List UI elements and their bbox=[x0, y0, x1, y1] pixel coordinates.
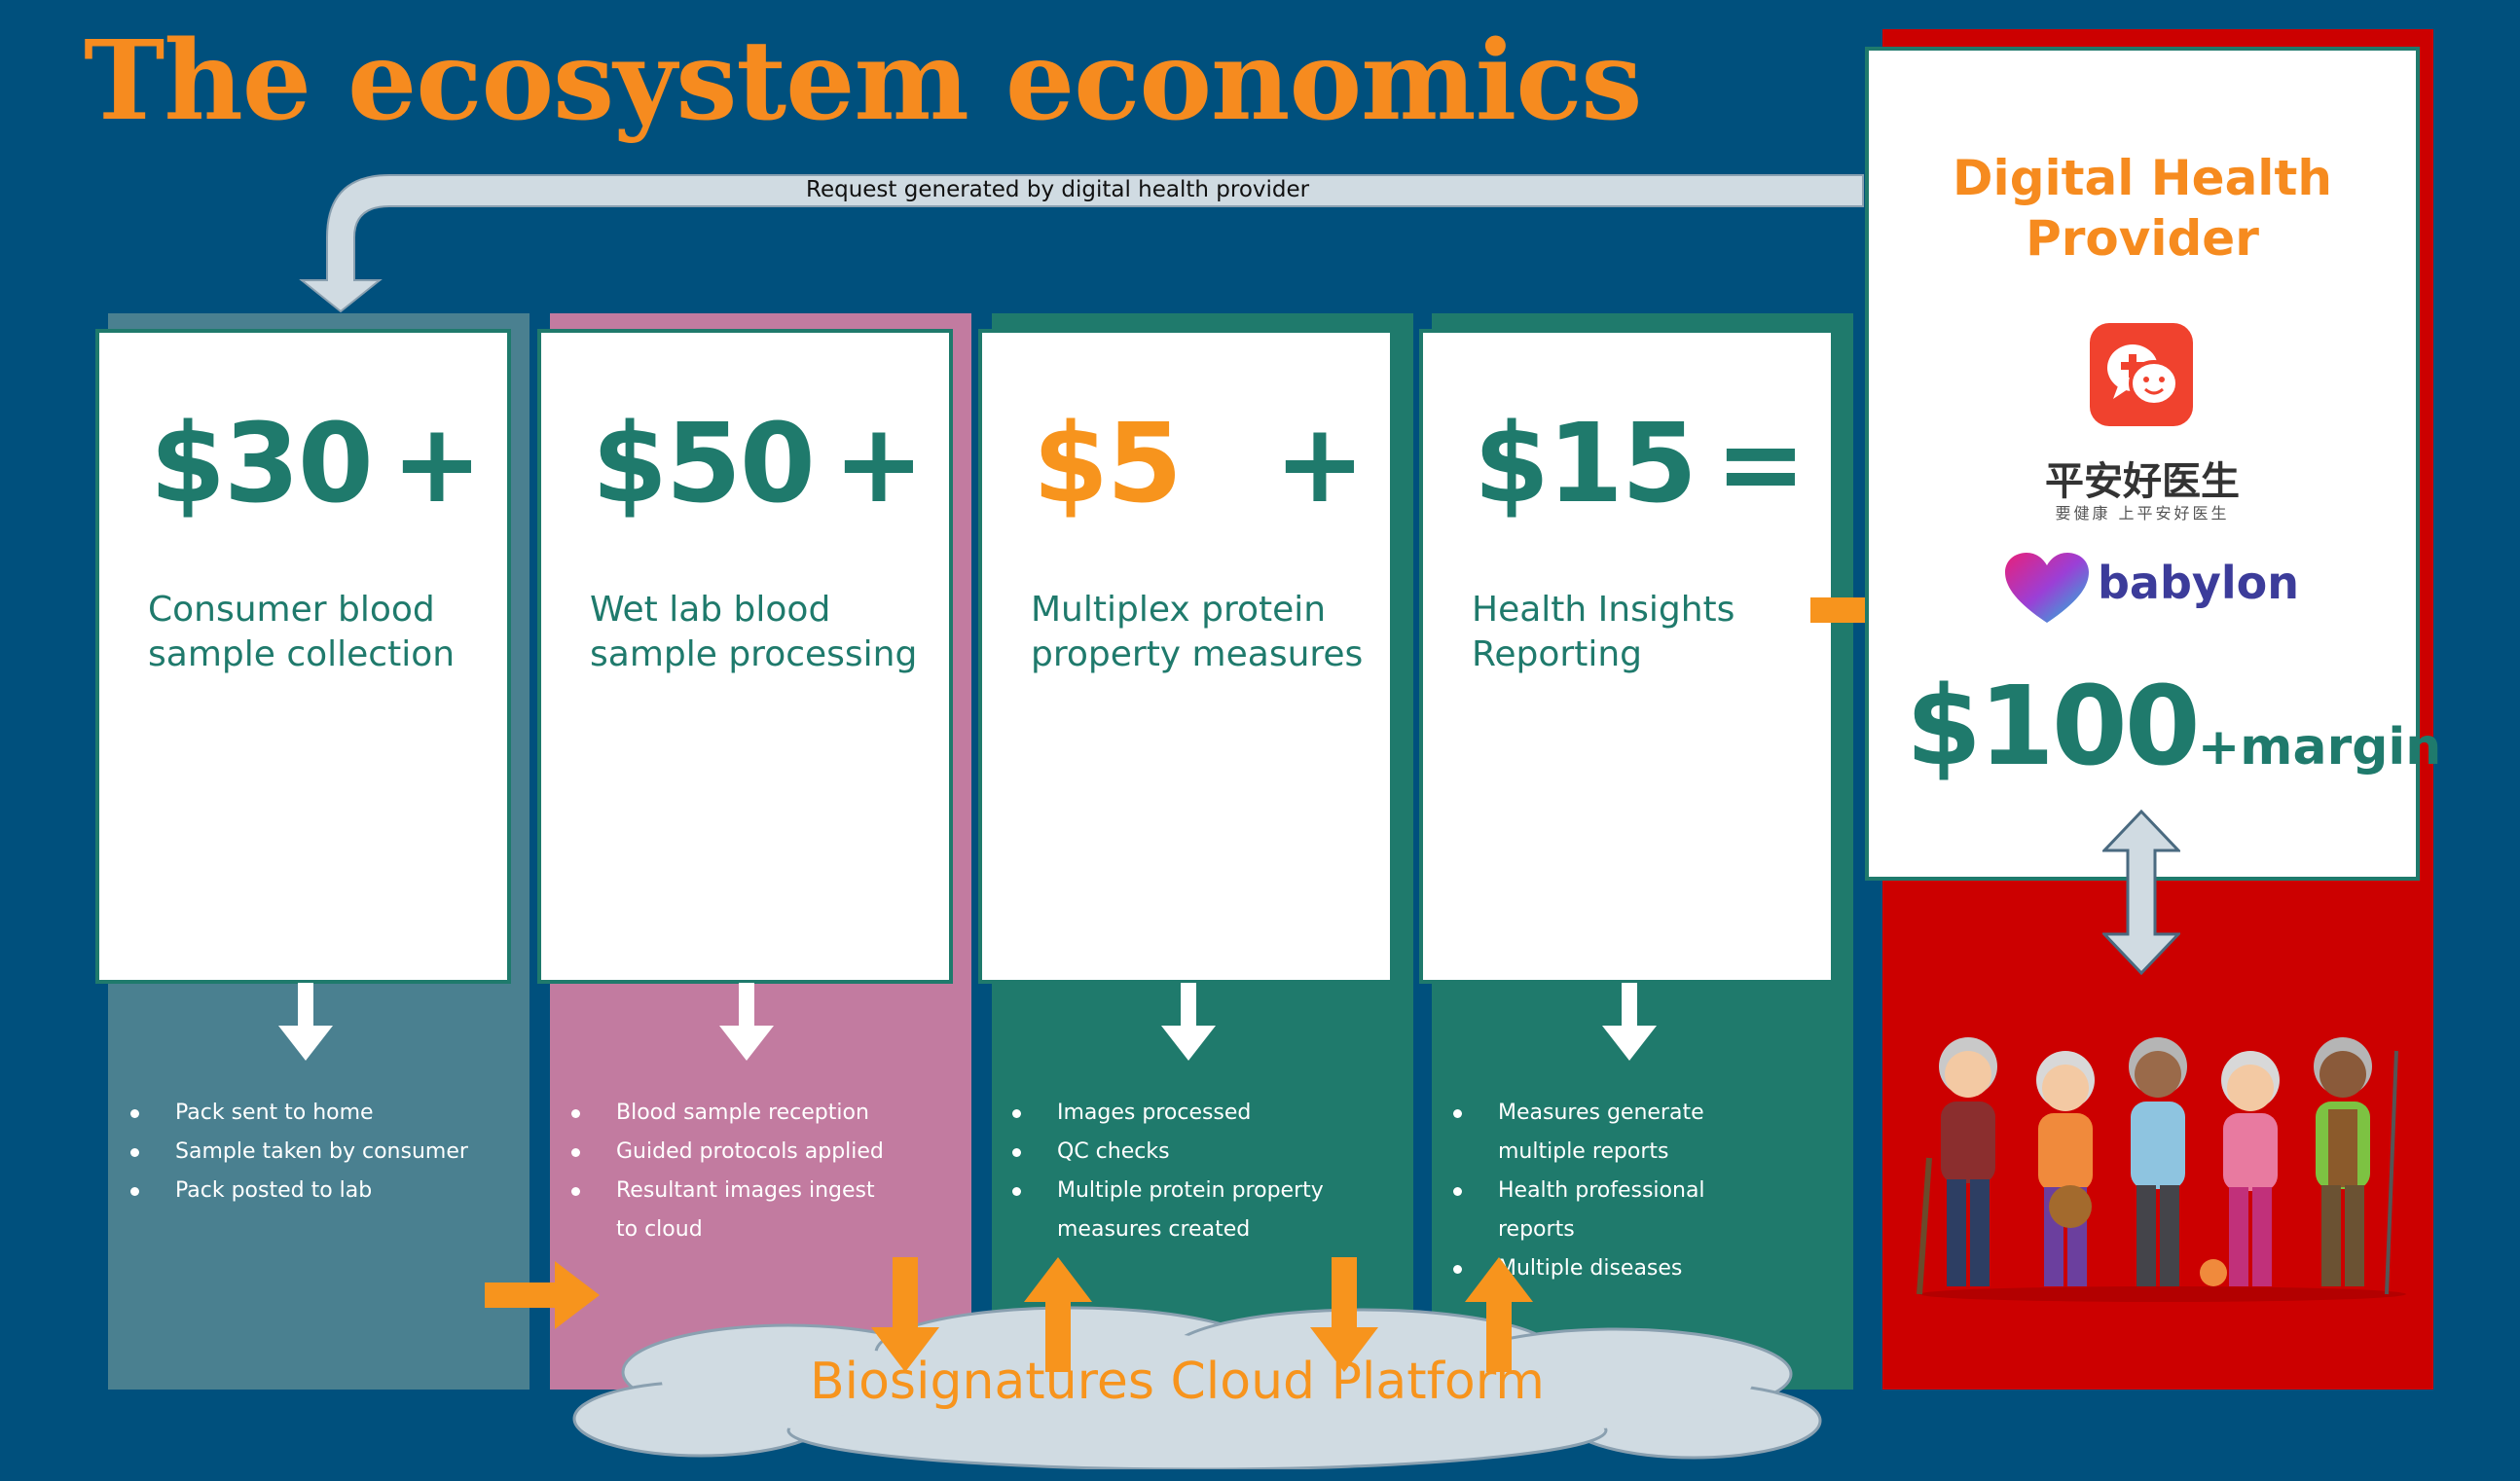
list-item: Guided protocols applied bbox=[571, 1133, 902, 1172]
page-title: The ecosystem economics bbox=[84, 18, 1642, 145]
stage-operator: = bbox=[1715, 401, 1807, 527]
provider-price: $100+margin bbox=[1906, 664, 2441, 790]
stage-bullets-wetlab: Blood sample reception Guided protocols … bbox=[571, 1094, 902, 1249]
stage-price: $5 bbox=[1033, 401, 1183, 527]
down-arrow-orange-icon bbox=[1310, 1257, 1378, 1372]
request-label: Request generated by digital health prov… bbox=[806, 177, 1310, 202]
babylon-logo-text: babylon bbox=[2098, 557, 2299, 609]
list-item: Multiple diseases bbox=[1453, 1249, 1784, 1288]
down-arrow-icon bbox=[278, 983, 333, 1061]
stage-price: $30 bbox=[150, 401, 374, 527]
stage-description: Consumer blood sample collection bbox=[148, 590, 456, 674]
double-arrow-icon bbox=[2102, 810, 2180, 975]
list-item: Multiple protein property measures creat… bbox=[1012, 1172, 1333, 1249]
down-arrow-orange-icon bbox=[871, 1257, 939, 1372]
list-item: Health professional reports bbox=[1453, 1172, 1784, 1249]
right-arrow-icon bbox=[485, 1261, 600, 1329]
stage-description: Wet lab blood sample processing bbox=[590, 590, 918, 674]
stage-bullets-reporting: Measures generate multiple reports Healt… bbox=[1453, 1094, 1784, 1288]
list-item: Images processed bbox=[1012, 1094, 1333, 1133]
down-arrow-icon bbox=[1602, 983, 1657, 1061]
stage-description: Health Insights Reporting bbox=[1472, 590, 1735, 674]
up-arrow-orange-icon bbox=[1465, 1257, 1533, 1372]
stage-operator: + bbox=[833, 401, 925, 527]
stage-bullets-collection: Pack sent to home Sample taken by consum… bbox=[130, 1094, 500, 1210]
cloud-shape bbox=[572, 1306, 1822, 1469]
list-item: Pack posted to lab bbox=[130, 1172, 500, 1210]
stage-price: $15 bbox=[1474, 401, 1698, 527]
cloud-label: Biosignatures Cloud Platform bbox=[810, 1353, 1545, 1411]
down-arrow-icon bbox=[719, 983, 774, 1061]
provider-price-amount: $100 bbox=[1906, 664, 2201, 790]
elderly-people-illustration bbox=[1917, 1037, 2406, 1302]
provider-price-margin: +margin bbox=[2197, 718, 2442, 777]
stage-description: Multiplex protein property measures bbox=[1031, 590, 1364, 674]
list-item: Blood sample reception bbox=[571, 1094, 902, 1133]
list-item: Measures generate multiple reports bbox=[1453, 1094, 1784, 1172]
stage-card-collection: $30 + Consumer blood sample collection bbox=[95, 329, 511, 984]
stage-operator: + bbox=[1274, 401, 1366, 527]
provider-card: Digital Health Provider 平安好医生 要健康 上平安好医生… bbox=[1865, 47, 2441, 881]
down-arrow-icon bbox=[1161, 983, 1216, 1061]
request-arrow bbox=[299, 174, 1864, 313]
list-item: Pack sent to home bbox=[130, 1094, 500, 1133]
list-item: Sample taken by consumer bbox=[130, 1133, 500, 1172]
pingan-logo-text: 平安好医生 bbox=[2045, 459, 2240, 504]
list-item: Resultant images ingest to cloud bbox=[571, 1172, 902, 1249]
stage-card-wetlab: $50 + Wet lab blood sample processing bbox=[537, 329, 953, 984]
stage-operator: + bbox=[391, 401, 483, 527]
up-arrow-orange-icon bbox=[1024, 1257, 1092, 1372]
stage-card-reporting: $15 = Health Insights Reporting bbox=[1419, 329, 1835, 984]
stage-bullets-protein: Images processed QC checks Multiple prot… bbox=[1012, 1094, 1333, 1249]
list-item: QC checks bbox=[1012, 1133, 1333, 1172]
provider-title: Digital Health Provider bbox=[1953, 150, 2332, 267]
pingan-app-icon bbox=[2090, 323, 2193, 426]
heart-logo-icon bbox=[2005, 553, 2089, 623]
stage-card-protein: $5 + Multiplex protein property measures bbox=[978, 329, 1394, 984]
stage-price: $50 bbox=[592, 401, 816, 527]
pingan-tagline: 要健康 上平安好医生 bbox=[2055, 504, 2230, 523]
